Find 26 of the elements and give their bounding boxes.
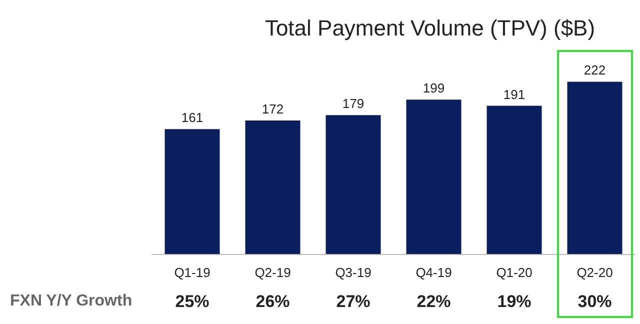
bar [406,100,462,254]
data-label: 179 [342,96,364,112]
text: 25% [175,292,210,311]
data-label: 191 [503,86,526,102]
text: 30% [578,292,612,311]
x-tick-label: Q4-19 [416,265,452,280]
x-tick-label: Q2-20 [576,265,613,280]
chart-title: Total Payment Volume (TPV) ($B) [264,16,596,40]
bar [326,115,381,254]
text: 19% [497,292,532,311]
x-tick-label: Q2-19 [254,265,291,280]
bar [486,106,542,254]
data-label: 161 [181,110,204,126]
text: 22% [416,292,451,311]
bar [245,120,300,254]
data-label: 172 [262,102,284,117]
text: 27% [336,292,370,311]
bar [567,82,622,254]
data-label: 222 [584,62,606,78]
text: FXN Y/Y Growth [10,292,132,310]
text: 26% [256,292,290,311]
data-label: 199 [422,80,445,96]
x-tick-label: Q1-19 [174,265,210,280]
x-tick-label: Q1-20 [496,265,532,280]
x-tick-label: Q3-19 [335,265,372,280]
bar [164,129,220,254]
